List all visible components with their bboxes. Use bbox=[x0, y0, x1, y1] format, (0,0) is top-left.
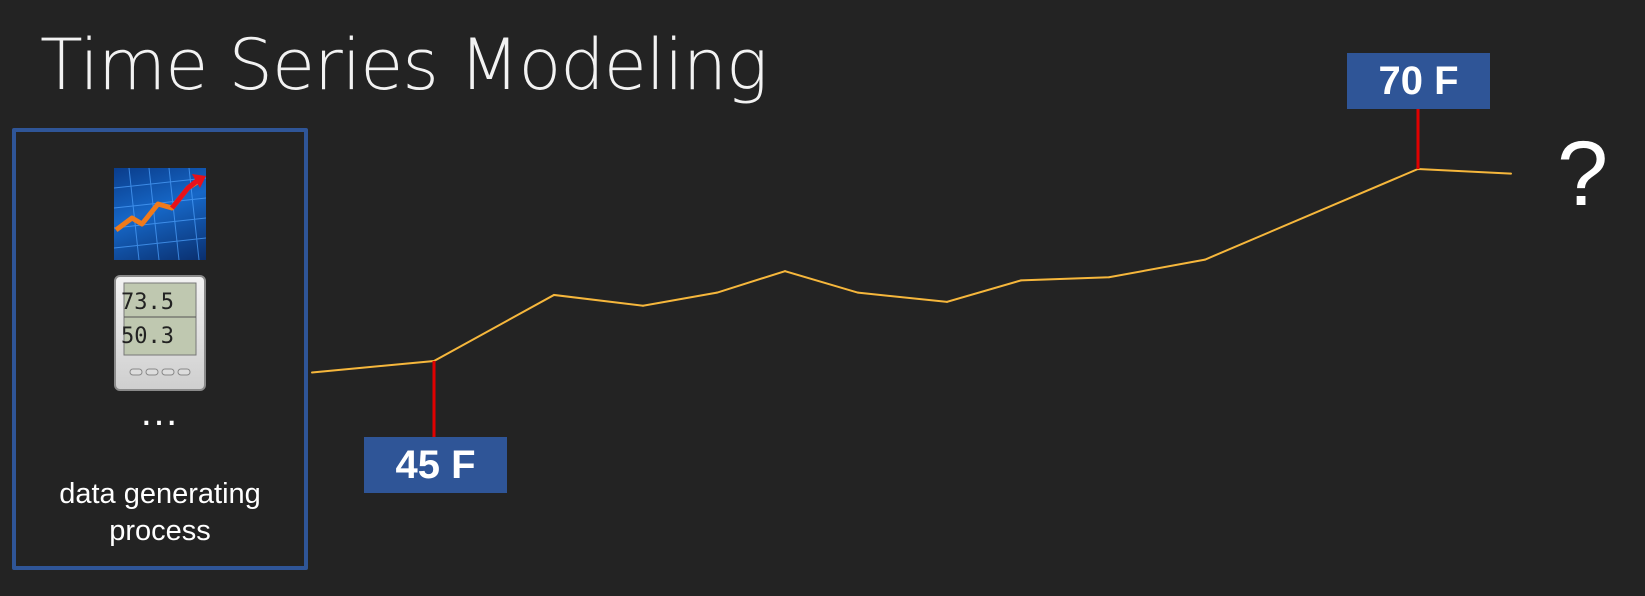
thermometer-reading-top: 73.5 bbox=[121, 290, 174, 315]
series-point-2 bbox=[553, 293, 555, 296]
callout-45f: 45 F bbox=[364, 437, 507, 493]
series-point-8 bbox=[1020, 279, 1022, 282]
series-point-0 bbox=[311, 371, 313, 374]
page-title: Time Series Modeling bbox=[40, 24, 768, 106]
series-point-4 bbox=[716, 291, 718, 294]
series-point-7 bbox=[946, 300, 948, 303]
process-label-line1: data generating bbox=[59, 478, 261, 510]
series-point-6 bbox=[857, 291, 859, 294]
series-line bbox=[311, 167, 1512, 374]
thermometer-graphic: 73.5 50.3 bbox=[121, 282, 197, 376]
ellipsis: … bbox=[139, 390, 181, 434]
process-label: data generating process bbox=[16, 476, 304, 550]
rising-chart-icon-graphic bbox=[114, 168, 206, 260]
callout-70f: 70 F bbox=[1347, 53, 1490, 109]
series-point-5 bbox=[784, 270, 786, 273]
series-point-3 bbox=[642, 304, 644, 307]
question-mark: ? bbox=[1557, 123, 1609, 225]
series-point-12 bbox=[1510, 172, 1512, 175]
digital-thermometer-icon: 73.5 50.3 bbox=[114, 275, 206, 391]
process-label-line2: process bbox=[109, 515, 211, 547]
data-generating-process-box: 73.5 50.3 … data generating process bbox=[12, 128, 308, 570]
series-point-9 bbox=[1108, 276, 1110, 279]
rising-chart-icon bbox=[114, 168, 206, 260]
thermometer-reading-bottom: 50.3 bbox=[121, 324, 174, 349]
series-point-10 bbox=[1204, 258, 1206, 261]
